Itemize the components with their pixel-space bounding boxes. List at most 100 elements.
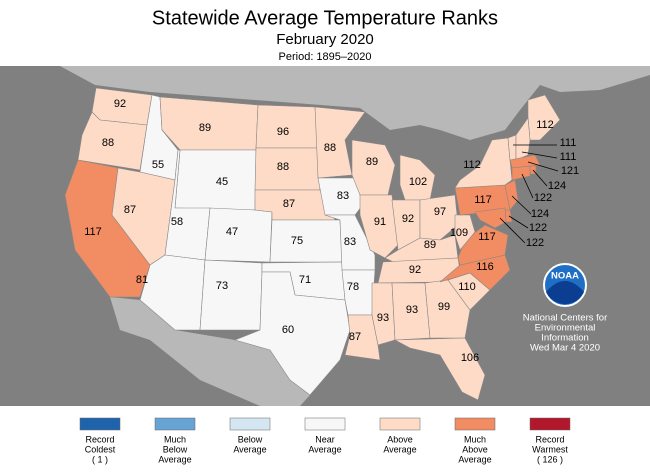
- state: [419, 194, 459, 241]
- credit-line: Environmental: [535, 323, 596, 334]
- state-rank: 45: [216, 176, 228, 188]
- legend-label: Below: [238, 434, 263, 444]
- state-rank: 92: [409, 264, 421, 276]
- state-rank: 83: [337, 190, 349, 202]
- state-rank: 102: [409, 176, 427, 188]
- state-rank: 122: [529, 222, 547, 234]
- state-rank: 47: [226, 226, 238, 238]
- state-rank: 112: [463, 159, 481, 171]
- state: [199, 259, 263, 331]
- state-rank: 117: [84, 226, 102, 238]
- credit-line: National Centers for: [523, 313, 607, 324]
- state-rank: 124: [548, 180, 566, 192]
- credit-line: Information: [541, 333, 589, 344]
- state: [454, 214, 476, 251]
- state: [504, 179, 519, 211]
- leader-line: [521, 151, 558, 159]
- legend-label: Near: [315, 434, 335, 444]
- state-rank: 87: [283, 198, 295, 210]
- state-rank: 110: [458, 281, 476, 293]
- state-rank: 60: [282, 324, 294, 336]
- legend-label: Above: [387, 434, 413, 444]
- legend-label: Much: [464, 434, 486, 444]
- legend-label: Record: [535, 434, 564, 444]
- state-rank: 111: [560, 151, 577, 163]
- state: [393, 337, 486, 401]
- state-rank: 88: [324, 142, 336, 154]
- legend-label: Above: [462, 444, 488, 454]
- state-rank: 97: [434, 206, 446, 218]
- state-rank: 117: [474, 194, 492, 206]
- state-rank: 124: [531, 208, 549, 220]
- legend-swatch: [229, 417, 271, 431]
- state-rank: 117: [478, 231, 496, 243]
- leader-line: [532, 169, 548, 187]
- state-rank: 89: [366, 156, 378, 168]
- state-rank: 99: [438, 301, 450, 313]
- state-rank: 87: [124, 204, 136, 216]
- state: [509, 154, 541, 169]
- state-rank: 78: [347, 281, 359, 293]
- legend-swatch: [529, 417, 571, 431]
- state-rank: 88: [277, 161, 289, 173]
- state-rank: 58: [171, 216, 183, 228]
- state-rank: 122: [534, 192, 552, 204]
- period: Period: 1895–2020: [279, 51, 372, 63]
- subtitle: February 2020: [276, 31, 374, 48]
- leader-line: [521, 173, 534, 199]
- state-rank: 71: [299, 274, 311, 286]
- rank-labels: 92 88 117 55 87 89 45 58 47 81 73 96 88 87 75 71 60 88 83 8…: [84, 98, 579, 364]
- state-rank: 122: [526, 237, 544, 249]
- credit: National Centers forEnvironmentalInforma…: [523, 313, 607, 354]
- legend-label: ( 126 ): [537, 454, 563, 464]
- legend-label: Record: [85, 434, 114, 444]
- legend-swatch: [154, 417, 196, 431]
- state-rank: 89: [199, 122, 211, 134]
- state-rank: 75: [291, 235, 303, 247]
- state-rank: 111: [560, 137, 577, 149]
- title: Statewide Average Temperature Ranks: [152, 7, 498, 29]
- legend-label: ( 1 ): [92, 454, 108, 464]
- legend-label: Average: [383, 444, 416, 454]
- state-rank: 73: [216, 280, 228, 292]
- credit-line: Wed Mar 4 2020: [530, 343, 600, 354]
- legend-swatch: [454, 417, 496, 431]
- state-rank: 92: [114, 98, 126, 110]
- state: [234, 271, 351, 396]
- state-rank: 121: [561, 165, 579, 177]
- legend-label: Warmest: [532, 444, 568, 454]
- noaa-logo-wave: [546, 281, 584, 305]
- state-rank: 93: [406, 304, 418, 316]
- legend-label: Below: [163, 444, 188, 454]
- leader-line: [508, 215, 529, 229]
- state-rank: 55: [152, 159, 164, 171]
- leader-line: [511, 195, 532, 215]
- legend-label: Average: [308, 444, 341, 454]
- legend-area: [0, 406, 650, 475]
- legend-swatch: [304, 417, 346, 431]
- state-rank: 96: [277, 126, 289, 138]
- state-rank: 88: [102, 137, 114, 149]
- legend-label: Average: [458, 454, 491, 464]
- legend-label: Coldest: [85, 444, 116, 454]
- state-rank: 89: [424, 239, 436, 251]
- legend-label: Average: [233, 444, 266, 454]
- state: [314, 106, 366, 179]
- state-rank: 106: [461, 352, 479, 364]
- mexico: [110, 297, 310, 406]
- state-rank: 81: [136, 274, 148, 286]
- state: [204, 207, 273, 263]
- state-rank: 87: [349, 331, 361, 343]
- state: [371, 282, 396, 346]
- legend-swatch: [379, 417, 421, 431]
- canada: [0, 66, 650, 140]
- state: [511, 165, 531, 181]
- leader-line: [499, 217, 526, 244]
- state-rank: 91: [374, 216, 386, 228]
- noaa-logo-text: NOAA: [551, 271, 579, 282]
- state-rank: 112: [536, 119, 554, 131]
- state: [269, 219, 343, 263]
- leader-line: [527, 161, 559, 172]
